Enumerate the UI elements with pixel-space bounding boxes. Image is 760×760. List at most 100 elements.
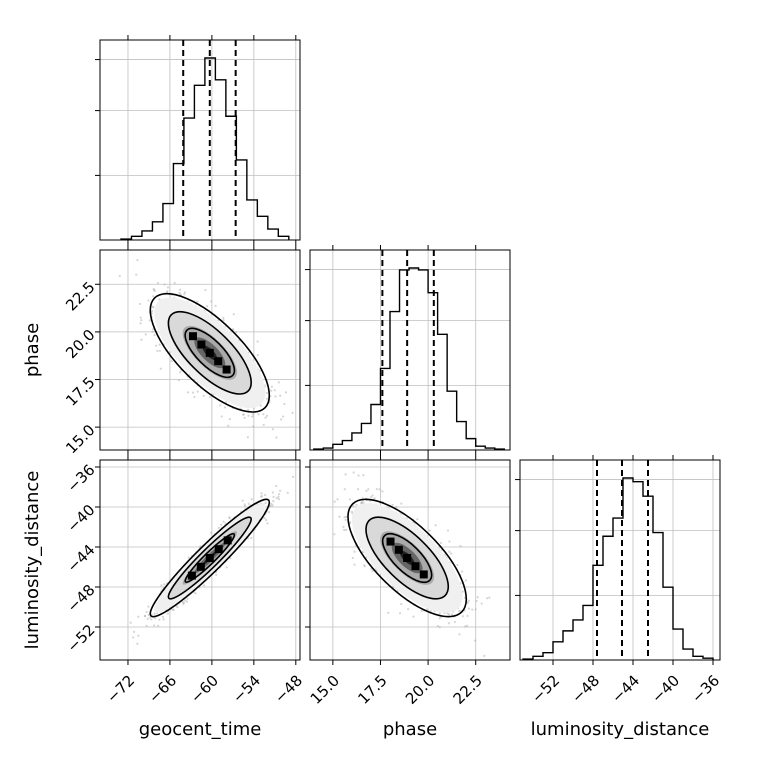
sample-point <box>182 602 185 606</box>
hist-bars-phase <box>313 267 505 450</box>
sample-point <box>193 395 196 399</box>
sample-point <box>208 395 211 399</box>
sample-point <box>269 505 272 508</box>
sample-point <box>471 608 474 611</box>
sample-point <box>163 283 166 286</box>
sample-point <box>252 425 255 428</box>
x-axis-label-geocent_time: geocent_time <box>139 719 262 740</box>
sample-point <box>434 524 437 527</box>
sample-point <box>250 498 253 501</box>
x-tick-label: −44 <box>608 672 643 707</box>
sample-point <box>138 302 142 306</box>
sample-point <box>447 612 451 616</box>
sample-point <box>257 413 260 416</box>
density-peak-block <box>205 554 214 562</box>
density-peak-block <box>187 571 196 580</box>
joint-content <box>118 259 294 439</box>
density-peak-block <box>196 562 205 571</box>
sample-point <box>228 418 231 421</box>
sample-point <box>157 624 160 627</box>
sample-point <box>146 617 149 620</box>
sample-point <box>274 395 277 398</box>
panel-frame <box>309 459 511 661</box>
sample-point <box>412 615 415 618</box>
sample-point <box>265 397 269 400</box>
sample-point <box>232 313 235 316</box>
sample-point <box>343 516 346 519</box>
sample-point <box>357 474 360 477</box>
sample-point <box>398 612 402 615</box>
sample-point <box>162 618 165 621</box>
sample-point <box>154 344 158 347</box>
sample-point <box>439 541 443 545</box>
sample-point <box>273 389 276 392</box>
sample-point <box>129 621 132 624</box>
y-tick-label: 22.5 <box>62 278 98 314</box>
y-tick-label: 15.0 <box>62 421 98 457</box>
sample-point <box>467 607 470 610</box>
sample-point <box>353 563 356 566</box>
sample-point <box>135 273 138 276</box>
sample-point <box>196 300 199 303</box>
y-tick-label: −40 <box>63 501 98 536</box>
sample-point <box>448 540 451 543</box>
sample-point <box>247 502 250 505</box>
sample-point <box>474 639 477 642</box>
sample-point <box>214 304 217 307</box>
sample-point <box>426 608 429 611</box>
sample-point <box>150 618 153 621</box>
x-axis-label-luminosity_distance: luminosity_distance <box>531 719 710 740</box>
sample-point <box>429 609 432 613</box>
density-peak-block <box>386 537 395 546</box>
sample-point <box>333 500 336 503</box>
sample-point <box>265 518 268 522</box>
sample-point <box>241 499 244 502</box>
sample-point <box>271 504 274 507</box>
sample-point <box>132 630 136 633</box>
x-tick-label: −66 <box>145 672 180 707</box>
sample-point <box>199 545 202 548</box>
sample-point <box>178 371 182 374</box>
sample-point <box>150 312 153 315</box>
sample-point <box>262 423 265 426</box>
x-tick-label: 20.0 <box>402 672 438 708</box>
sample-point <box>449 552 453 555</box>
sample-point <box>367 488 370 491</box>
density-peaks <box>188 332 231 374</box>
sample-point <box>177 379 180 382</box>
sample-point <box>202 394 205 397</box>
sample-point <box>488 596 491 599</box>
sample-point <box>136 259 139 262</box>
joint-content <box>129 475 295 645</box>
sample-point <box>186 597 189 600</box>
sample-point <box>266 522 269 525</box>
sample-point <box>336 498 339 501</box>
sample-point <box>166 286 170 289</box>
sample-point <box>371 494 374 497</box>
sample-point <box>391 503 394 506</box>
sample-point <box>264 416 267 419</box>
sample-point <box>457 609 461 613</box>
sample-point <box>436 624 439 628</box>
sample-point <box>365 489 368 492</box>
sample-point <box>467 599 470 602</box>
sample-point <box>132 636 135 639</box>
sample-point <box>333 533 336 536</box>
sample-point <box>475 599 478 603</box>
sample-point <box>270 502 273 505</box>
x-tick-label: −40 <box>648 672 683 707</box>
density-peaks <box>386 537 428 579</box>
sample-point <box>353 550 356 553</box>
sample-point <box>286 491 289 495</box>
sample-point <box>147 605 150 608</box>
panel-frame <box>99 249 301 451</box>
density-peak-block <box>197 340 206 349</box>
sample-point <box>227 424 230 427</box>
sample-point <box>153 333 156 337</box>
sample-point <box>229 557 232 560</box>
sample-point <box>183 293 186 296</box>
sample-point <box>145 624 148 627</box>
sample-point <box>148 616 152 619</box>
y-axis-label-luminosity_distance: luminosity_distance <box>22 471 43 650</box>
contour-2 <box>184 327 236 379</box>
